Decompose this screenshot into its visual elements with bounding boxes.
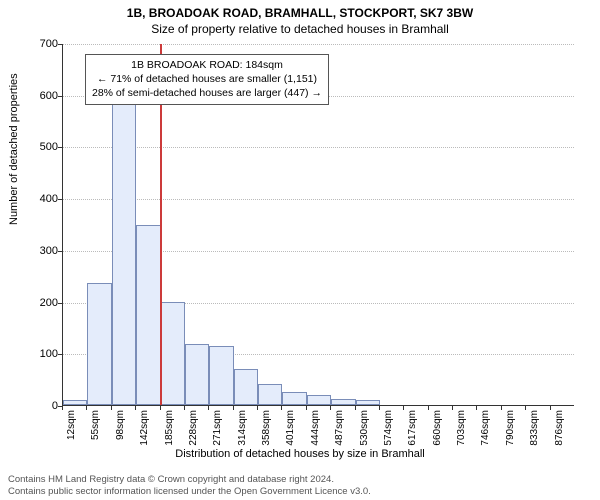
x-tick-label: 142sqm (139, 410, 150, 460)
x-tick-label: 660sqm (432, 410, 443, 460)
gridline-h (63, 44, 574, 45)
footer-attribution: Contains HM Land Registry data © Crown c… (8, 474, 371, 498)
x-tick-mark (428, 406, 429, 410)
x-tick-label: 617sqm (407, 410, 418, 460)
x-tick-mark (257, 406, 258, 410)
x-tick-label: 185sqm (164, 410, 175, 460)
histogram-bar (87, 283, 111, 405)
x-tick-mark (184, 406, 185, 410)
footer-line1: Contains HM Land Registry data © Crown c… (8, 474, 371, 486)
y-tick-mark (58, 251, 62, 252)
x-tick-label: 12sqm (66, 410, 77, 460)
y-tick-mark (58, 44, 62, 45)
x-tick-label: 358sqm (261, 410, 272, 460)
x-tick-mark (550, 406, 551, 410)
x-tick-label: 530sqm (359, 410, 370, 460)
x-tick-mark (208, 406, 209, 410)
histogram-bar (136, 225, 160, 405)
footer-line2: Contains public sector information licen… (8, 486, 371, 498)
y-tick-label: 400 (18, 193, 58, 205)
histogram-bar (161, 302, 185, 405)
x-tick-mark (403, 406, 404, 410)
histogram-bar (282, 392, 306, 405)
y-tick-label: 200 (18, 297, 58, 309)
histogram-bar (112, 92, 136, 405)
x-tick-mark (62, 406, 63, 410)
y-tick-label: 0 (18, 400, 58, 412)
x-tick-label: 746sqm (480, 410, 491, 460)
x-tick-mark (452, 406, 453, 410)
x-tick-label: 876sqm (554, 410, 565, 460)
x-tick-mark (111, 406, 112, 410)
histogram-bar (356, 400, 380, 405)
x-tick-label: 98sqm (115, 410, 126, 460)
histogram-bar (258, 384, 282, 405)
x-tick-mark (160, 406, 161, 410)
y-tick-label: 700 (18, 38, 58, 50)
x-tick-mark (379, 406, 380, 410)
x-tick-label: 574sqm (383, 410, 394, 460)
y-tick-mark (58, 303, 62, 304)
histogram-bar (185, 344, 209, 405)
x-tick-label: 401sqm (285, 410, 296, 460)
chart-title-main: 1B, BROADOAK ROAD, BRAMHALL, STOCKPORT, … (0, 6, 600, 20)
gridline-h (63, 147, 574, 148)
y-tick-label: 100 (18, 348, 58, 360)
annotation-line1: 1B BROADOAK ROAD: 184sqm (92, 58, 322, 72)
histogram-bar (307, 395, 331, 405)
y-tick-mark (58, 96, 62, 97)
histogram-bar (209, 346, 233, 405)
x-tick-mark (501, 406, 502, 410)
x-tick-label: 271sqm (212, 410, 223, 460)
x-tick-label: 703sqm (456, 410, 467, 460)
y-tick-label: 300 (18, 245, 58, 257)
histogram-bar (234, 369, 258, 405)
x-tick-label: 790sqm (505, 410, 516, 460)
x-tick-mark (476, 406, 477, 410)
y-tick-mark (58, 147, 62, 148)
x-tick-label: 228sqm (188, 410, 199, 460)
gridline-h (63, 199, 574, 200)
histogram-plot: 1B BROADOAK ROAD: 184sqm← 71% of detache… (62, 44, 574, 406)
annotation-line3: 28% of semi-detached houses are larger (… (92, 86, 322, 100)
x-tick-label: 444sqm (310, 410, 321, 460)
x-tick-mark (281, 406, 282, 410)
histogram-bar (331, 399, 355, 405)
histogram-bar (63, 400, 87, 405)
x-tick-mark (525, 406, 526, 410)
x-tick-mark (330, 406, 331, 410)
x-tick-label: 55sqm (90, 410, 101, 460)
y-tick-label: 600 (18, 90, 58, 102)
x-tick-mark (355, 406, 356, 410)
annotation-box: 1B BROADOAK ROAD: 184sqm← 71% of detache… (85, 54, 329, 105)
chart-title-sub: Size of property relative to detached ho… (0, 22, 600, 36)
x-tick-label: 314sqm (237, 410, 248, 460)
x-tick-mark (306, 406, 307, 410)
x-tick-mark (233, 406, 234, 410)
y-tick-mark (58, 354, 62, 355)
x-tick-mark (135, 406, 136, 410)
x-tick-label: 487sqm (334, 410, 345, 460)
annotation-line2: ← 71% of detached houses are smaller (1,… (92, 72, 322, 86)
x-tick-mark (86, 406, 87, 410)
x-tick-label: 833sqm (529, 410, 540, 460)
y-tick-label: 500 (18, 141, 58, 153)
y-tick-mark (58, 199, 62, 200)
